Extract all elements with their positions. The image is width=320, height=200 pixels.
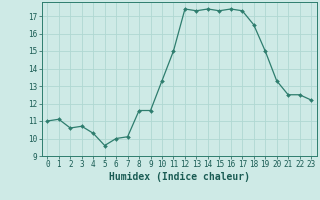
X-axis label: Humidex (Indice chaleur): Humidex (Indice chaleur): [109, 172, 250, 182]
